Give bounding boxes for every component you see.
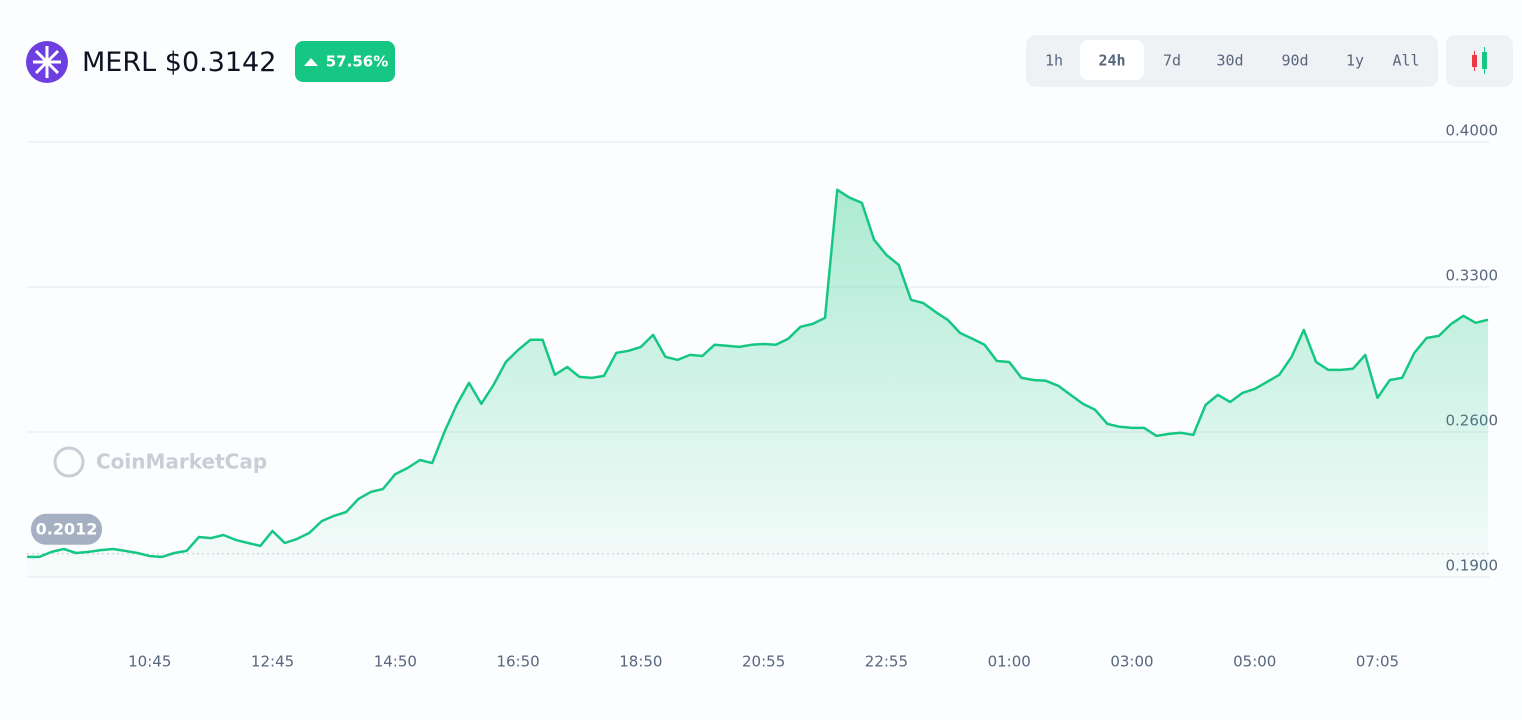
area	[27, 189, 1488, 578]
coin-title: MERL $0.3142	[82, 47, 276, 78]
watermark: CoinMarketCap	[96, 450, 267, 474]
x-tick-label: 03:00	[1110, 653, 1153, 671]
candle-toggle[interactable]	[1446, 35, 1513, 87]
symbol: MERL	[82, 47, 156, 78]
timeframe-button[interactable]: 30d	[1216, 52, 1243, 70]
plot: 0.40000.33000.26000.190010:4512:4514:501…	[27, 122, 1498, 671]
timeframe-button[interactable]: All	[1392, 52, 1419, 70]
x-tick-label: 05:00	[1233, 653, 1276, 671]
price: $0.3142	[165, 47, 277, 78]
timeframe-button[interactable]: 1y	[1346, 52, 1364, 70]
x-tick-label: 01:00	[988, 653, 1031, 671]
timeframe-button[interactable]: 7d	[1163, 52, 1181, 70]
coin-logo-star	[33, 46, 61, 78]
x-tick-label: 07:05	[1356, 653, 1399, 671]
watermark-logo	[53, 446, 85, 478]
timeframe-button[interactable]: 24h	[1098, 52, 1125, 70]
y-tick-label: 0.4000	[1446, 122, 1499, 140]
timeframe-active[interactable]	[1080, 40, 1144, 80]
x-tick-label: 20:55	[742, 653, 785, 671]
timeframe-button[interactable]: 1h	[1045, 52, 1063, 70]
open-price-label: 0.2012	[36, 519, 98, 538]
timeframe-buttons: 1h 24h 7d 30d 90d 1y All	[1045, 40, 1420, 80]
up-arrow	[304, 58, 318, 66]
change-badge	[295, 41, 395, 82]
x-tick-label: 14:50	[374, 653, 417, 671]
y-tick-label: 0.3300	[1446, 267, 1499, 285]
x-tick-label: 16:50	[496, 653, 539, 671]
price-line	[27, 188, 1489, 559]
open-price-badge	[31, 513, 102, 545]
x-tick-label: 10:45	[128, 653, 171, 671]
x-tick-label: 12:45	[251, 653, 294, 671]
x-tick-label: 18:50	[619, 653, 662, 671]
x-tick-label: 22:55	[865, 653, 908, 671]
timeframe-button[interactable]: 90d	[1281, 52, 1308, 70]
change-value: 57.56%	[326, 53, 388, 71]
